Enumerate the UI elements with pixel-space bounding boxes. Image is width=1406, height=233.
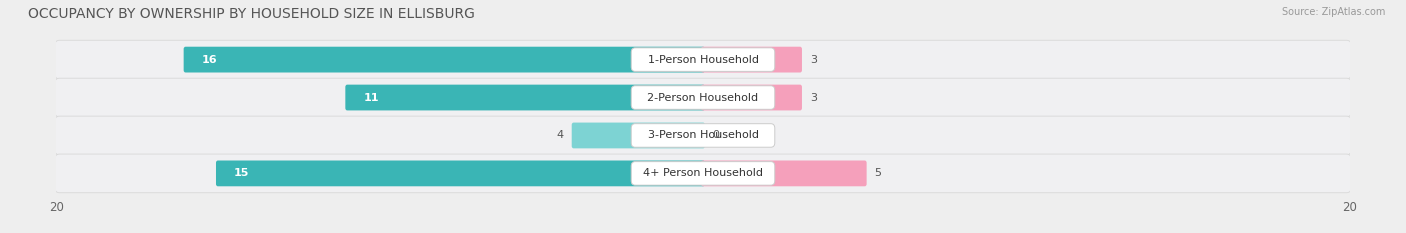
FancyBboxPatch shape bbox=[631, 162, 775, 185]
FancyBboxPatch shape bbox=[55, 78, 1351, 117]
Text: 0: 0 bbox=[713, 130, 720, 140]
FancyBboxPatch shape bbox=[346, 85, 704, 110]
FancyBboxPatch shape bbox=[702, 161, 866, 186]
FancyBboxPatch shape bbox=[631, 48, 775, 71]
Text: 4+ Person Household: 4+ Person Household bbox=[643, 168, 763, 178]
Text: 2-Person Household: 2-Person Household bbox=[647, 93, 759, 103]
FancyBboxPatch shape bbox=[702, 47, 801, 72]
Text: 11: 11 bbox=[363, 93, 380, 103]
FancyBboxPatch shape bbox=[702, 85, 801, 110]
Text: 16: 16 bbox=[202, 55, 218, 65]
FancyBboxPatch shape bbox=[184, 47, 704, 72]
FancyBboxPatch shape bbox=[55, 154, 1351, 193]
FancyBboxPatch shape bbox=[217, 161, 704, 186]
Text: 15: 15 bbox=[233, 168, 249, 178]
Text: Source: ZipAtlas.com: Source: ZipAtlas.com bbox=[1281, 7, 1385, 17]
FancyBboxPatch shape bbox=[55, 40, 1351, 79]
Text: 3: 3 bbox=[810, 55, 817, 65]
Text: OCCUPANCY BY OWNERSHIP BY HOUSEHOLD SIZE IN ELLISBURG: OCCUPANCY BY OWNERSHIP BY HOUSEHOLD SIZE… bbox=[28, 7, 475, 21]
FancyBboxPatch shape bbox=[55, 116, 1351, 155]
FancyBboxPatch shape bbox=[631, 86, 775, 109]
FancyBboxPatch shape bbox=[631, 124, 775, 147]
Text: 5: 5 bbox=[875, 168, 882, 178]
Text: 3-Person Household: 3-Person Household bbox=[648, 130, 758, 140]
FancyBboxPatch shape bbox=[572, 123, 704, 148]
Text: 1-Person Household: 1-Person Household bbox=[648, 55, 758, 65]
Text: 4: 4 bbox=[557, 130, 564, 140]
Text: 3: 3 bbox=[810, 93, 817, 103]
